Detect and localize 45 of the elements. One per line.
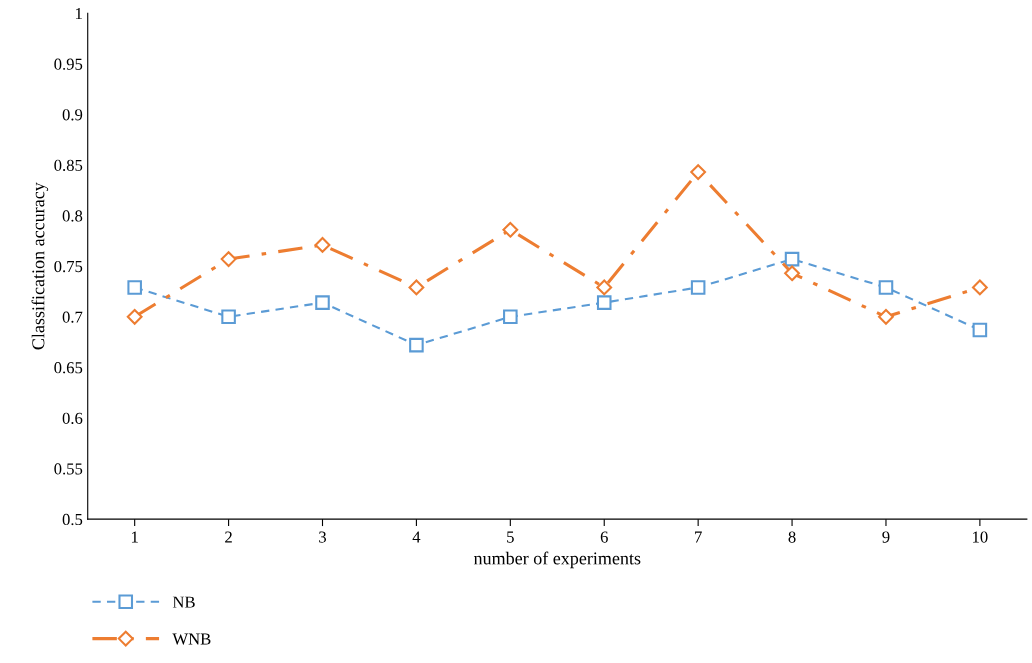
y-tick-label: 1 bbox=[75, 8, 82, 20]
y-tick-label: 0.65 bbox=[54, 362, 83, 374]
point bbox=[409, 337, 424, 353]
y-tick-label: 0.9 bbox=[62, 109, 83, 121]
point bbox=[315, 295, 330, 310]
point bbox=[596, 279, 613, 296]
point bbox=[220, 251, 237, 268]
point bbox=[784, 265, 800, 282]
point bbox=[503, 309, 518, 325]
y-tick-label: 0.7 bbox=[62, 311, 83, 323]
point bbox=[127, 280, 142, 295]
point bbox=[878, 308, 894, 325]
point bbox=[221, 309, 236, 325]
x-tick-label: 3 bbox=[319, 531, 327, 543]
point bbox=[408, 279, 425, 296]
x-tick-label: 9 bbox=[882, 531, 890, 543]
y-tick-label: 0.55 bbox=[54, 463, 83, 475]
x-tick-label: 4 bbox=[412, 531, 421, 543]
y-axis-title: Classification accuracy bbox=[31, 182, 49, 350]
y-tick-label: 0.75 bbox=[54, 260, 83, 273]
point bbox=[878, 280, 894, 295]
point bbox=[971, 279, 988, 296]
x-axis-title: number of experiments bbox=[473, 551, 641, 569]
point bbox=[596, 295, 612, 310]
y-tick-label: 0.8 bbox=[62, 210, 83, 222]
x-tick-label: 5 bbox=[507, 531, 514, 543]
point bbox=[784, 251, 800, 267]
point bbox=[502, 221, 519, 238]
point bbox=[690, 164, 707, 181]
legend-label: WNB bbox=[172, 633, 211, 645]
point bbox=[690, 280, 706, 295]
point bbox=[126, 308, 143, 325]
y-tick-label: 0.6 bbox=[62, 412, 83, 424]
x-tick-label: 7 bbox=[695, 531, 702, 543]
x-tick-label: 8 bbox=[788, 531, 796, 543]
x-tick-label: 2 bbox=[225, 531, 232, 543]
point bbox=[314, 237, 331, 253]
legend-label: NB bbox=[172, 596, 195, 608]
y-tick-label: 0.95 bbox=[54, 58, 83, 70]
y-tick-label: 0.85 bbox=[54, 159, 83, 172]
x-tick-label: 1 bbox=[131, 531, 138, 543]
point bbox=[972, 322, 988, 338]
x-tick-label: 6 bbox=[600, 531, 608, 543]
y-tick-label: 0.5 bbox=[62, 513, 83, 526]
x-tick-label: 10 bbox=[973, 531, 988, 543]
